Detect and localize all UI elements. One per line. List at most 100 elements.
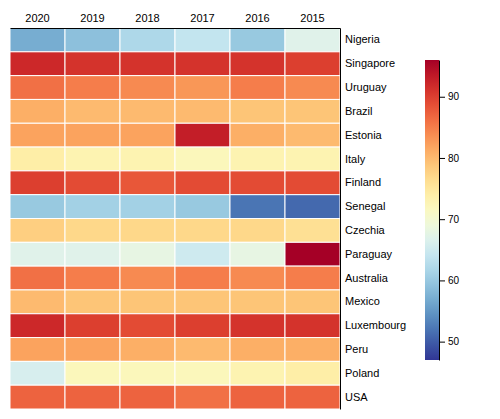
heatmap-cell bbox=[10, 99, 65, 123]
y-tick-label: Nigeria bbox=[345, 33, 381, 45]
heatmap-cell bbox=[230, 52, 285, 76]
y-tick: Peru bbox=[340, 343, 368, 355]
chart: 2020 2019 2018 2017 2016 2015 Nigeria Singapore… bbox=[0, 0, 500, 419]
y-tick-label: Paraguay bbox=[345, 248, 393, 260]
x-tick: 2015 bbox=[300, 12, 324, 28]
colorbar-tick: 90 bbox=[439, 91, 460, 102]
heatmap-cell bbox=[285, 147, 340, 171]
colorbar-tick-label: 70 bbox=[448, 214, 460, 225]
y-tick: Luxembourg bbox=[340, 319, 406, 331]
heatmap-cell bbox=[285, 99, 340, 123]
colorbar: 50 60 70 80 90 bbox=[425, 60, 460, 361]
heatmap-cell bbox=[285, 219, 340, 243]
heatmap-cell bbox=[120, 385, 175, 409]
y-tick-label: Uruguay bbox=[345, 81, 387, 93]
x-axis-line bbox=[11, 28, 341, 29]
heatmap-cell bbox=[120, 314, 175, 338]
heatmap-cell bbox=[120, 266, 175, 290]
heatmap-cell bbox=[10, 314, 65, 338]
colorbar-tick: 50 bbox=[439, 336, 460, 347]
heatmap-cell bbox=[175, 361, 230, 385]
colorbar-tick-label: 50 bbox=[448, 336, 460, 347]
colorbar-tick-mark bbox=[439, 219, 445, 220]
colorbar-tick: 60 bbox=[439, 275, 460, 286]
y-tick-label: Senegal bbox=[345, 200, 385, 212]
x-tick-label: 2019 bbox=[80, 12, 104, 24]
heatmap-cell bbox=[230, 219, 285, 243]
heatmap-cell bbox=[65, 52, 120, 76]
y-tick: Senegal bbox=[340, 200, 385, 212]
heatmap-cell bbox=[285, 76, 340, 100]
heatmap-cell bbox=[285, 338, 340, 362]
colorbar-tick-label: 80 bbox=[448, 153, 460, 164]
colorbar-tick-mark bbox=[439, 342, 445, 343]
x-axis: 2020 2019 2018 2017 2016 2015 bbox=[11, 12, 341, 29]
heatmap-cell bbox=[230, 314, 285, 338]
heatmap-cell bbox=[65, 195, 120, 219]
heatmap-cell bbox=[285, 290, 340, 314]
heatmap-cell bbox=[10, 28, 65, 52]
heatmap-cell bbox=[10, 219, 65, 243]
heatmap-cell bbox=[230, 123, 285, 147]
x-tick: 2017 bbox=[190, 12, 214, 28]
heatmap-cell bbox=[65, 290, 120, 314]
heatmap-cell bbox=[175, 52, 230, 76]
heatmap-cell bbox=[65, 242, 120, 266]
heatmap-cell bbox=[230, 361, 285, 385]
heatmap-cell bbox=[175, 76, 230, 100]
heatmap-cell bbox=[65, 171, 120, 195]
y-tick: Finland bbox=[340, 176, 381, 188]
heatmap-cell bbox=[10, 147, 65, 171]
heatmap-cell bbox=[175, 171, 230, 195]
y-tick: Poland bbox=[340, 367, 379, 379]
heatmap-cell bbox=[10, 195, 65, 219]
y-tick: Singapore bbox=[340, 57, 395, 69]
heatmap-cell bbox=[230, 338, 285, 362]
y-tick-label: Estonia bbox=[345, 129, 383, 141]
heatmap-cell bbox=[10, 171, 65, 195]
y-tick-label: Singapore bbox=[345, 57, 395, 69]
heatmap-cell bbox=[175, 290, 230, 314]
x-tick-label: 2016 bbox=[245, 12, 269, 24]
heatmap-cell bbox=[65, 266, 120, 290]
heatmap-cell bbox=[175, 385, 230, 409]
x-tick-label: 2015 bbox=[300, 12, 324, 24]
y-tick-label: Mexico bbox=[345, 295, 380, 307]
heatmap-cell bbox=[230, 171, 285, 195]
heatmap-cell bbox=[120, 290, 175, 314]
heatmap-cell bbox=[175, 314, 230, 338]
heatmap-cell bbox=[65, 99, 120, 123]
heatmap-cell bbox=[10, 52, 65, 76]
heatmap-cell bbox=[175, 195, 230, 219]
heatmap-cell bbox=[10, 123, 65, 147]
y-tick: Paraguay bbox=[340, 248, 393, 260]
y-tick: Australia bbox=[340, 272, 389, 284]
heatmap-cell bbox=[65, 76, 120, 100]
heatmap-cell bbox=[120, 147, 175, 171]
heatmap-cell bbox=[285, 242, 340, 266]
y-axis-line bbox=[340, 29, 341, 410]
heatmap-cell bbox=[230, 290, 285, 314]
colorbar-axis: 50 60 70 80 90 bbox=[439, 61, 460, 361]
heatmap-cell bbox=[230, 385, 285, 409]
heatmap-cell bbox=[65, 28, 120, 52]
x-tick-label: 2020 bbox=[25, 12, 49, 24]
colorbar-tick-label: 60 bbox=[448, 275, 460, 286]
cells bbox=[10, 28, 340, 409]
heatmap-cell bbox=[120, 76, 175, 100]
y-tick: Estonia bbox=[340, 129, 383, 141]
colorbar-gradient bbox=[425, 60, 439, 360]
heatmap-cell bbox=[175, 28, 230, 52]
colorbar-tick-mark bbox=[439, 280, 445, 281]
colorbar-tick-mark bbox=[439, 97, 445, 98]
heatmap-cell bbox=[120, 195, 175, 219]
heatmap-cell bbox=[10, 361, 65, 385]
x-tick-label: 2018 bbox=[135, 12, 159, 24]
heatmap-cell bbox=[65, 361, 120, 385]
heatmap-cell bbox=[285, 123, 340, 147]
heatmap-cell bbox=[175, 147, 230, 171]
heatmap-cell bbox=[10, 266, 65, 290]
colorbar-tick-label: 90 bbox=[448, 91, 460, 102]
heatmap-cell bbox=[10, 338, 65, 362]
y-tick: Italy bbox=[340, 152, 366, 164]
